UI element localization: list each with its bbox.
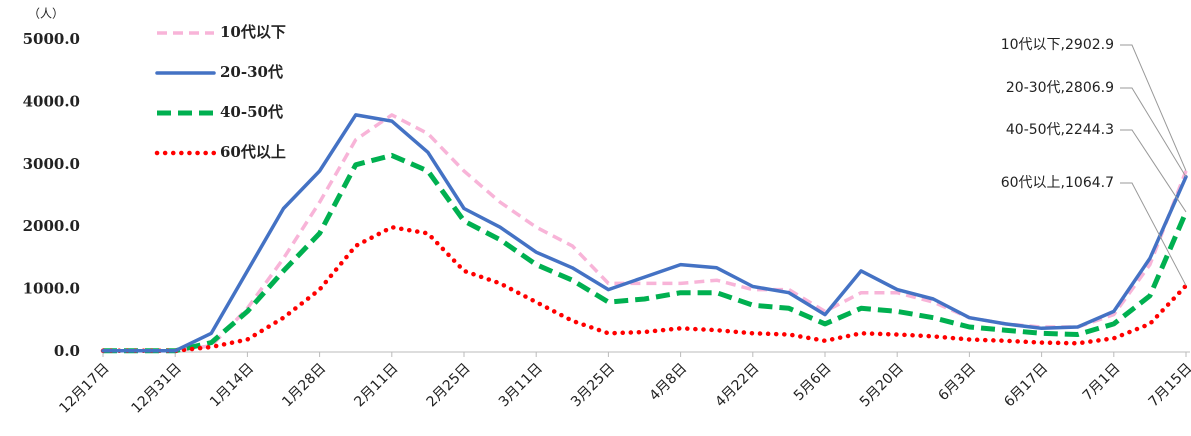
annotation: 40-50代,2244.3 — [1006, 122, 1114, 138]
x-tick-label: 3月11日 — [496, 360, 546, 410]
x-tick-label: 4月8日 — [647, 360, 691, 404]
x-tick-label: 1月14日 — [207, 360, 257, 410]
x-tick-label: 6月3日 — [935, 360, 979, 404]
x-tick-label: 5月20日 — [857, 360, 907, 410]
x-tick-label: 1月28日 — [279, 360, 329, 410]
y-tick-label: 2000.0 — [23, 217, 80, 235]
leader-line — [1120, 44, 1187, 172]
legend-label: 40-50代 — [220, 103, 283, 121]
legend-label: 60代以上 — [220, 143, 286, 161]
x-tick-label: 5月6日 — [791, 360, 835, 404]
y-tick-label: 3000.0 — [23, 155, 80, 173]
legend-label: 20-30代 — [220, 63, 283, 81]
x-tick-label: 4月22日 — [712, 360, 762, 410]
x-tick-label: 12月17日 — [56, 360, 112, 416]
leader-line — [1120, 87, 1187, 178]
legend-label: 10代以下 — [220, 23, 286, 41]
annotation: 10代以下,2902.9 — [1001, 37, 1114, 53]
annotation: 20-30代,2806.9 — [1006, 80, 1114, 96]
y-tick-label: 4000.0 — [23, 92, 80, 110]
y-tick-label: 1000.0 — [23, 280, 80, 298]
leader-line — [1120, 129, 1187, 213]
annotation: 60代以上,1064.7 — [1001, 175, 1114, 191]
y-tick-label: 5000.0 — [23, 30, 80, 48]
x-tick-label: 3月25日 — [568, 360, 618, 410]
series-line — [100, 224, 1189, 354]
x-tick-label: 2月11日 — [351, 360, 401, 410]
series-line — [103, 152, 1189, 354]
leader-line — [1120, 182, 1187, 286]
series-line — [101, 113, 1188, 353]
x-tick-label: 2月25日 — [424, 360, 474, 410]
unit-label: （人） — [28, 7, 64, 21]
x-tick-label: 12月31日 — [129, 360, 185, 416]
x-tick-label: 7月15日 — [1146, 360, 1191, 410]
x-tick-label: 7月1日 — [1080, 360, 1124, 404]
y-tick-label: 0.0 — [54, 342, 80, 360]
x-tick-label: 6月17日 — [1001, 360, 1051, 410]
